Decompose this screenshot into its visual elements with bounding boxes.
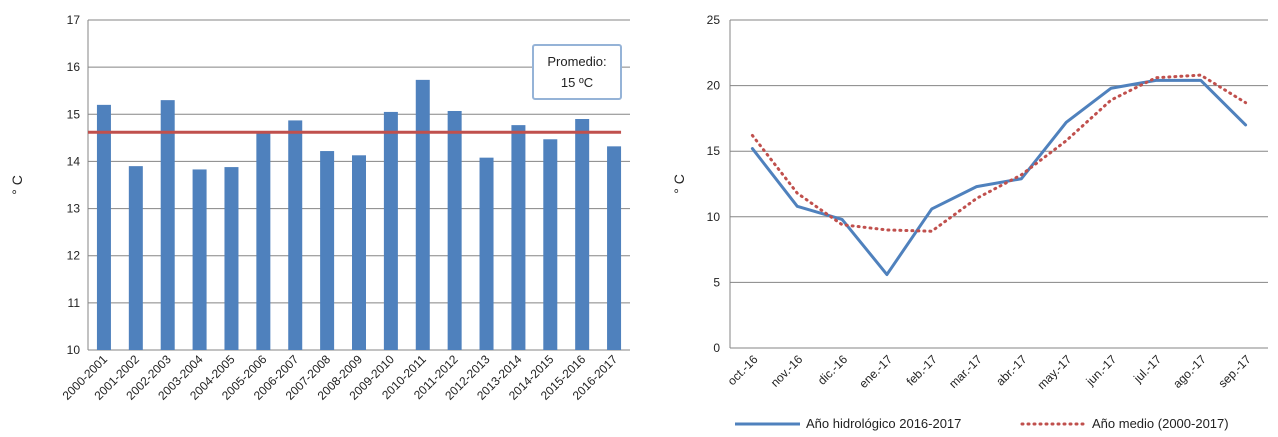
annotation-line-2: 15 ºC <box>561 75 593 90</box>
x-tick-label: jun.-17 <box>1083 352 1120 389</box>
bar <box>224 167 239 350</box>
x-tick-label: nov.-16 <box>768 352 806 390</box>
annotation-line-1: Promedio: <box>547 54 606 69</box>
x-tick-label: mar.-17 <box>946 352 985 391</box>
bar <box>96 104 111 350</box>
x-tick-label: sep.-17 <box>1215 352 1253 390</box>
line-chart: 0 5 10 15 20 25 ° C oct.-16 nov.-16 dic.-16 ene.-1… <box>671 13 1268 431</box>
y-axis-label: ° C <box>671 174 687 194</box>
annotation-box <box>532 44 622 100</box>
bar <box>447 110 462 350</box>
y-tick-label: 17 <box>67 13 81 27</box>
bar <box>352 155 366 350</box>
y-axis-label: ° C <box>9 175 25 195</box>
y-tick-label: 16 <box>67 60 81 74</box>
y-tick-label: 15 <box>67 107 81 121</box>
bar <box>415 79 430 350</box>
y-tick-label: 10 <box>67 343 81 357</box>
y-tick-label: 14 <box>67 154 81 168</box>
x-tick-label: may.-17 <box>1034 352 1074 392</box>
y-tick-label: 10 <box>707 210 721 224</box>
y-tick-label: 15 <box>707 144 721 158</box>
legend-label-1: Año hidrológico 2016-2017 <box>806 416 961 431</box>
y-tick-label: 5 <box>713 275 720 289</box>
bar <box>511 125 526 350</box>
series-line-1 <box>750 78 1248 277</box>
y-tick-label: 25 <box>707 13 721 27</box>
x-tick-label: oct.-16 <box>725 352 761 388</box>
bar <box>160 100 175 351</box>
series-line-2 <box>750 73 1248 233</box>
bar <box>128 166 143 350</box>
bar <box>543 139 558 350</box>
y-tick-label: 13 <box>67 202 81 216</box>
bar <box>575 119 590 350</box>
bar <box>607 146 622 350</box>
x-tick-label: ene.-17 <box>856 352 895 391</box>
bar <box>256 133 271 350</box>
y-tick-label: 11 <box>68 296 81 310</box>
bar <box>479 157 494 350</box>
x-tick-label: abr.-17 <box>993 352 1030 389</box>
y-tick-label: 20 <box>707 79 721 93</box>
bar <box>192 169 207 350</box>
x-tick-label: feb.-17 <box>904 352 941 389</box>
bar <box>288 120 303 351</box>
x-tick-label: jul.-17 <box>1130 352 1164 386</box>
legend-label-2: Año medio (2000-2017) <box>1092 416 1229 431</box>
y-tick-label: 12 <box>67 249 81 263</box>
bar <box>320 151 335 350</box>
x-tick-label: ago.-17 <box>1170 352 1209 391</box>
y-tick-label: 0 <box>713 341 720 355</box>
bar <box>383 111 398 350</box>
x-tick-label: dic.-16 <box>815 352 851 388</box>
